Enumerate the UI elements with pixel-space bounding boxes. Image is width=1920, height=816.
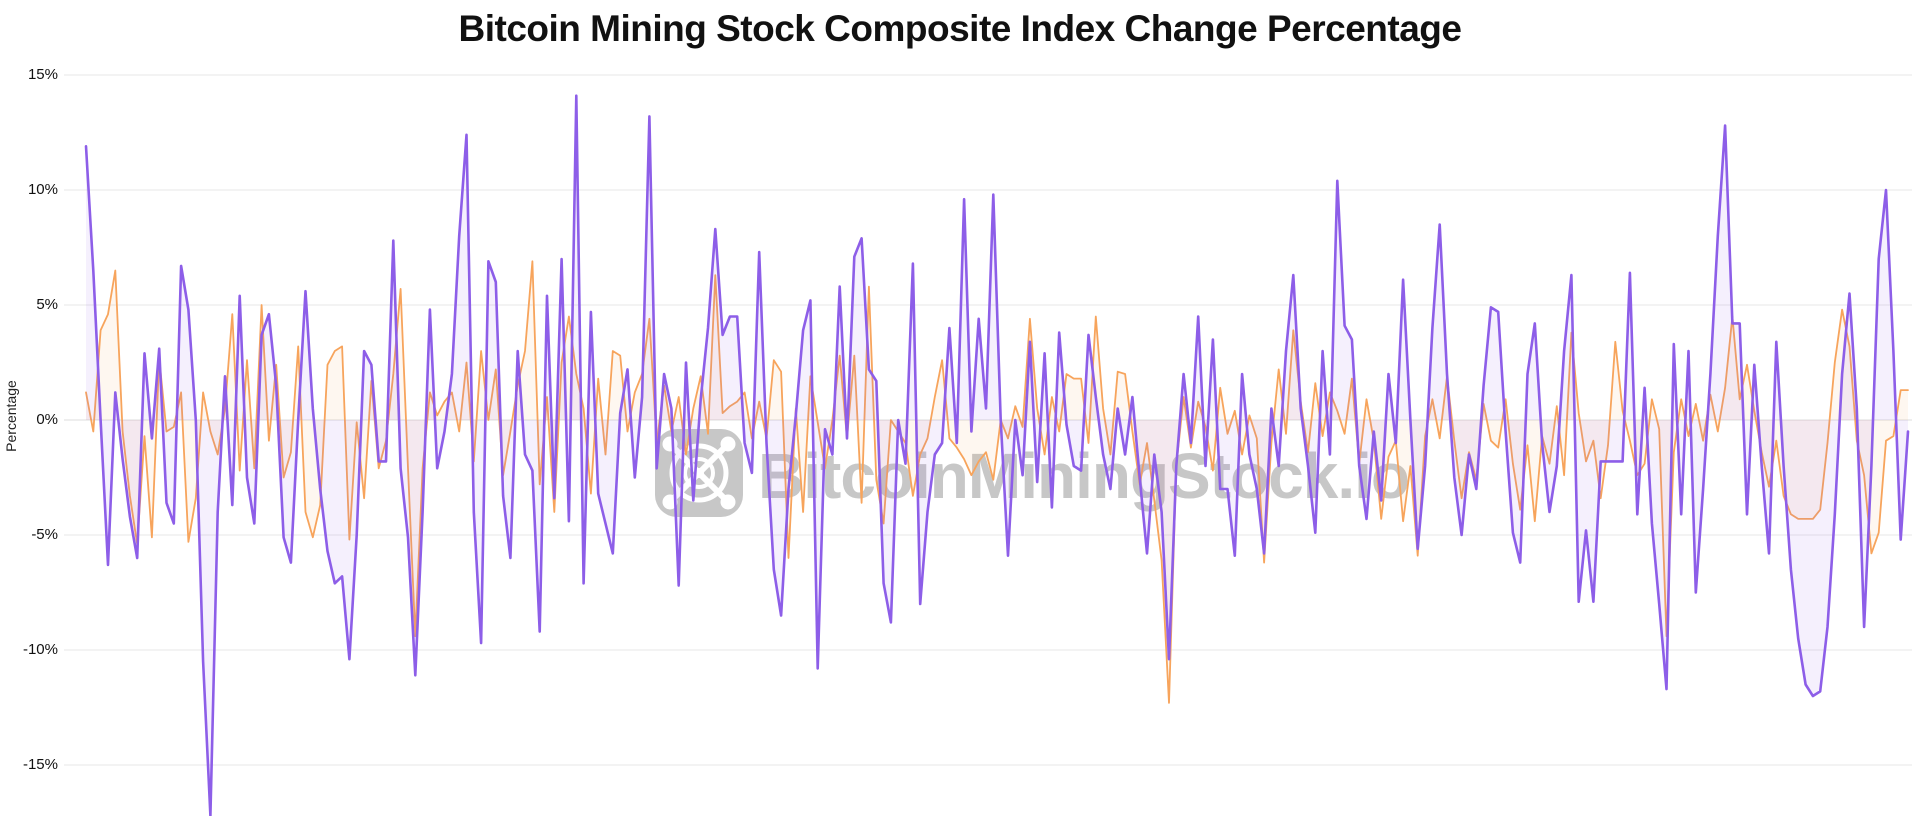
y-tick-label: -10% <box>22 641 58 658</box>
mining-fan-icon <box>655 429 743 517</box>
gridlines <box>64 74 1912 766</box>
watermark-text: BitcoinMiningStock.io <box>758 440 1409 512</box>
y-tick-label: 15% <box>27 66 58 83</box>
data-series <box>84 94 1910 816</box>
y-tick-label: 10% <box>27 181 58 198</box>
watermark: BitcoinMiningStock.io <box>655 429 1410 517</box>
y-tick-label: 5% <box>36 296 58 313</box>
benchmark-daily-change-line <box>85 260 1909 704</box>
y-tick-label: 0% <box>36 411 58 428</box>
y-tick-label: -5% <box>31 526 58 543</box>
y-tick-label: -15% <box>22 756 58 773</box>
chart-title: Bitcoin Mining Stock Composite Index Cha… <box>458 8 1462 49</box>
composite-index-daily-change-line <box>84 94 1910 816</box>
